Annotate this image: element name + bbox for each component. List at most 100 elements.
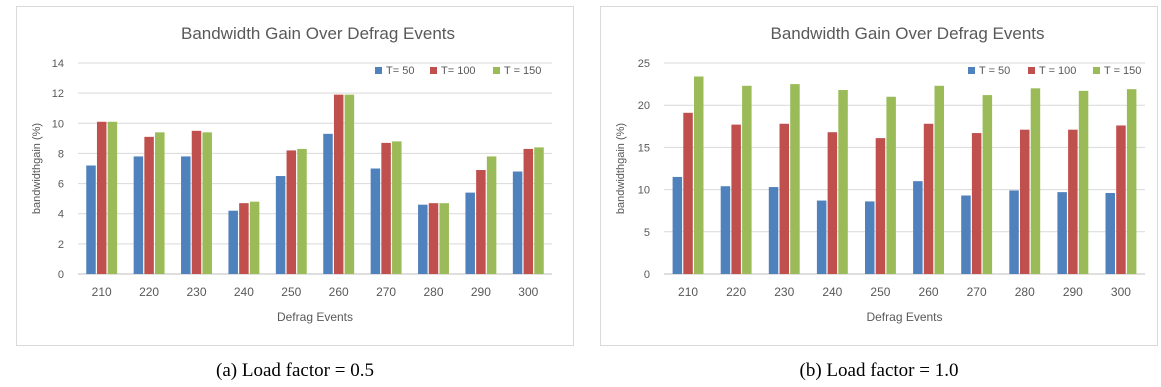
legend-swatch-a-2 (493, 67, 500, 74)
y-tick-label-b: 20 (638, 100, 650, 112)
y-tick-label-b: 10 (638, 185, 650, 197)
legend-label-b-2: T = 150 (1104, 65, 1141, 77)
bar-b-s2-220 (742, 85, 752, 275)
chart-title-b: Bandwidth Gain Over Defrag Events (770, 24, 1044, 43)
bar-a-s2-300 (534, 147, 544, 274)
bar-a-s2-240 (249, 201, 260, 274)
x-tick-label-b: 250 (870, 285, 890, 299)
y-tick-label-a: 0 (58, 269, 64, 281)
y-tick-label-a: 8 (58, 148, 64, 160)
legend-label-a-2: T = 150 (504, 65, 541, 77)
x-tick-label-b: 240 (822, 285, 842, 299)
bar-a-s0-270 (370, 168, 381, 274)
bar-b-s2-300 (1126, 89, 1137, 274)
legend-swatch-b-0 (968, 67, 975, 74)
bar-a-s2-260 (344, 94, 355, 275)
bar-b-s1-250 (875, 138, 886, 274)
bar-b-s1-270 (971, 133, 982, 274)
bar-b-s1-230 (779, 123, 789, 274)
bar-a-s0-250 (275, 176, 286, 274)
bar-b-s2-250 (886, 96, 896, 274)
bar-b-s2-210 (694, 76, 704, 274)
legend-label-a-0: T= 50 (386, 65, 414, 77)
x-tick-label-b: 280 (1015, 285, 1035, 299)
chart-title-a: Bandwidth Gain Over Defrag Events (181, 24, 455, 43)
x-tick-label-a: 290 (471, 285, 491, 299)
y-axis-label-a: bandwidthgain (%) (31, 123, 43, 214)
x-tick-label-a: 250 (281, 285, 301, 299)
legend-swatch-b-2 (1093, 67, 1100, 74)
bar-b-s1-300 (1116, 125, 1126, 275)
x-tick-label-b: 300 (1111, 285, 1131, 299)
bar-b-s1-220 (731, 124, 741, 274)
bar-b-s2-240 (838, 90, 848, 275)
bar-a-s0-230 (181, 156, 191, 274)
bar-a-s0-290 (465, 192, 475, 274)
caption-a: (a) Load factor = 0.5 (216, 360, 374, 381)
x-tick-label-b: 210 (678, 285, 698, 299)
bar-a-s1-210 (96, 121, 107, 275)
bar-a-s2-280 (439, 203, 449, 274)
bar-b-s1-240 (827, 132, 838, 274)
legend-swatch-a-0 (375, 67, 382, 74)
y-tick-label-a: 14 (52, 58, 64, 70)
x-tick-label-a: 230 (186, 285, 206, 299)
bar-b-s0-290 (1057, 192, 1067, 274)
x-tick-label-a: 270 (376, 285, 396, 299)
caption-b: (b) Load factor = 1.0 (799, 360, 959, 381)
y-tick-label-b: 25 (638, 58, 650, 70)
x-axis-label-b: Defrag Events (866, 310, 942, 324)
y-tick-label-a: 4 (58, 209, 64, 221)
bar-a-s2-230 (202, 132, 212, 274)
x-tick-label-a: 220 (139, 285, 159, 299)
bar-b-s1-280 (1020, 129, 1030, 274)
x-tick-label-a: 260 (329, 285, 349, 299)
x-tick-label-a: 300 (518, 285, 538, 299)
bar-a-s1-300 (523, 148, 534, 274)
bar-b-s2-230 (790, 84, 800, 274)
x-tick-label-b: 270 (967, 285, 987, 299)
bar-a-s1-240 (239, 203, 249, 274)
x-tick-label-b: 220 (726, 285, 746, 299)
bar-b-s0-210 (672, 176, 683, 274)
legend-swatch-a-1 (430, 67, 437, 74)
bar-a-s0-210 (86, 165, 96, 274)
bar-a-s2-270 (392, 141, 402, 274)
bar-b-s0-260 (913, 181, 923, 274)
bar-a-s2-220 (155, 132, 165, 274)
bar-a-s2-250 (297, 148, 307, 274)
x-tick-label-b: 290 (1063, 285, 1083, 299)
y-tick-label-a: 10 (52, 118, 64, 130)
bar-a-s0-220 (133, 156, 144, 274)
bar-b-s2-290 (1078, 90, 1089, 275)
bar-a-s2-210 (107, 121, 118, 275)
legend-swatch-b-1 (1028, 67, 1035, 74)
bar-b-s1-290 (1068, 129, 1078, 274)
bar-b-s2-280 (1030, 88, 1041, 274)
bar-a-s1-230 (191, 130, 202, 274)
y-axis-label-b: bandwidthgain (%) (615, 123, 627, 214)
bar-a-s0-240 (228, 210, 238, 274)
bar-b-s0-280 (1009, 190, 1019, 274)
bar-b-s1-210 (683, 112, 693, 275)
bar-a-s2-290 (486, 156, 497, 274)
bar-a-s0-280 (418, 204, 428, 274)
bar-b-s0-250 (865, 201, 875, 274)
chart-b: Bandwidth Gain Over Defrag Events 0 5 10 15 2… (615, 24, 1145, 324)
bar-a-s1-270 (381, 142, 391, 274)
bar-a-s1-220 (144, 136, 154, 274)
y-tick-label-a: 6 (58, 179, 64, 191)
y-tick-label-a: 2 (58, 239, 64, 251)
x-axis-label-a: Defrag Events (277, 310, 353, 324)
bar-b-s0-230 (768, 187, 779, 274)
bar-b-s0-300 (1105, 192, 1115, 274)
x-tick-label-b: 260 (919, 285, 939, 299)
legend-label-b-0: T = 50 (979, 65, 1010, 77)
bar-b-s2-260 (934, 85, 944, 275)
y-tick-label-b: 15 (638, 142, 650, 154)
x-tick-label-a: 240 (234, 285, 254, 299)
bar-a-s0-300 (512, 171, 523, 274)
x-tick-label-a: 280 (423, 285, 443, 299)
bar-b-s0-220 (720, 186, 731, 274)
y-tick-label-b: 0 (644, 269, 650, 281)
